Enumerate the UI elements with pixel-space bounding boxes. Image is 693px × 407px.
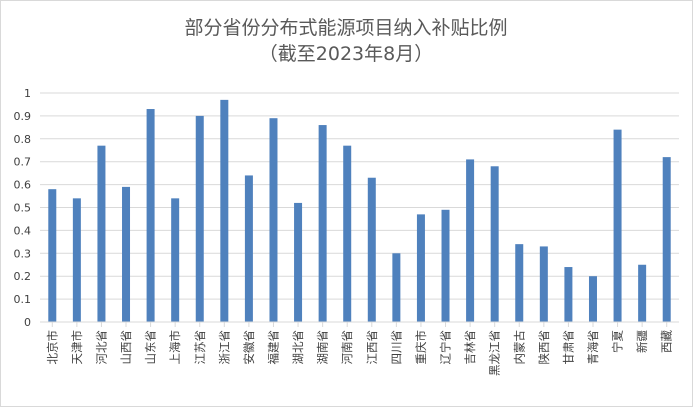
bar: [294, 202, 303, 322]
bar: [662, 157, 671, 322]
x-tick-label: 江苏省: [193, 330, 207, 365]
bar: [122, 186, 131, 322]
x-tick-label: 陕西省: [537, 330, 551, 365]
bar: [539, 246, 548, 322]
x-tick-label: 青海省: [586, 330, 600, 365]
x-tick-label: 山东省: [144, 330, 158, 365]
bar: [441, 209, 450, 322]
x-tick-label: 福建省: [266, 330, 280, 365]
bar: [48, 189, 57, 322]
x-tick-label: 河北省: [94, 330, 108, 365]
x-tick-label: 湖南省: [316, 330, 330, 365]
y-tick-label: 0.9: [14, 110, 32, 123]
x-tick-label: 吉林省: [463, 330, 477, 365]
bar: [171, 198, 180, 322]
y-tick-label: 0.1: [14, 293, 32, 306]
x-tick-label: 山西省: [119, 330, 133, 365]
gridlines: [40, 92, 679, 300]
y-tick-label: 0: [24, 316, 31, 329]
x-tick-label: 重庆市: [414, 330, 428, 365]
bar: [195, 115, 204, 323]
x-tick-label: 安徽省: [242, 330, 256, 365]
y-tick-label: 0.4: [14, 224, 32, 237]
y-tick-label: 1: [24, 87, 31, 100]
bar: [466, 159, 475, 322]
y-tick-label: 0.5: [14, 202, 32, 215]
x-tick-label: 四川省: [389, 330, 403, 365]
bar: [588, 276, 597, 322]
x-tick-label: 江西省: [365, 330, 379, 365]
x-tick-label: 甘肃省: [561, 330, 575, 365]
x-tick-label: 湖北省: [291, 330, 305, 365]
bar: [343, 145, 352, 322]
bar: [392, 253, 401, 322]
chart-subtitle: （截至2023年8月）: [259, 43, 433, 65]
x-tick-label: 上海市: [168, 330, 182, 365]
bar: [146, 109, 155, 322]
x-axis: 北京市 天津市 河北省 山西省 山东省 上海市 江苏省 浙江省 安徽省 福建省 湖北省 湖南省 河南省江…: [45, 330, 673, 376]
y-tick-label: 0.8: [14, 133, 32, 146]
bar: [72, 198, 81, 322]
bar: [97, 145, 106, 322]
bar: [416, 214, 425, 322]
x-tick-label: 黑龙江省: [488, 330, 502, 376]
x-tick-label: 浙江省: [217, 330, 231, 365]
bar: [244, 175, 253, 322]
bar: [367, 177, 376, 322]
bar: [613, 129, 622, 322]
y-tick-label: 0.7: [14, 156, 32, 169]
x-tick-label: 河南省: [340, 330, 354, 365]
x-tick-label: 内蒙古: [512, 330, 526, 365]
x-tick-label: 北京市: [45, 330, 59, 365]
y-tick-label: 0.3: [14, 247, 32, 260]
y-tick-label: 0.2: [14, 270, 32, 283]
bar: [638, 264, 647, 322]
bar: [318, 125, 327, 322]
chart-title: 部分省份分布式能源项目纳入补贴比例: [184, 17, 507, 39]
y-tick-label: 0.6: [14, 179, 32, 192]
x-tick-label: 新疆: [635, 330, 649, 353]
bars: [48, 99, 671, 327]
x-tick-label: 天津市: [70, 330, 84, 365]
x-tick-label: 辽宁省: [439, 330, 453, 365]
bar: [269, 118, 278, 322]
bar: [564, 267, 573, 322]
bar: [515, 244, 524, 322]
bar: [490, 166, 499, 322]
bar: [220, 99, 229, 323]
x-tick-label: 宁夏: [611, 330, 625, 353]
y-axis: 0 0.1 0.2 0.3 0.4 0.5 0.6 0.7 0.8 0.9 1: [14, 87, 32, 329]
x-tick-label: 西藏: [660, 330, 674, 353]
